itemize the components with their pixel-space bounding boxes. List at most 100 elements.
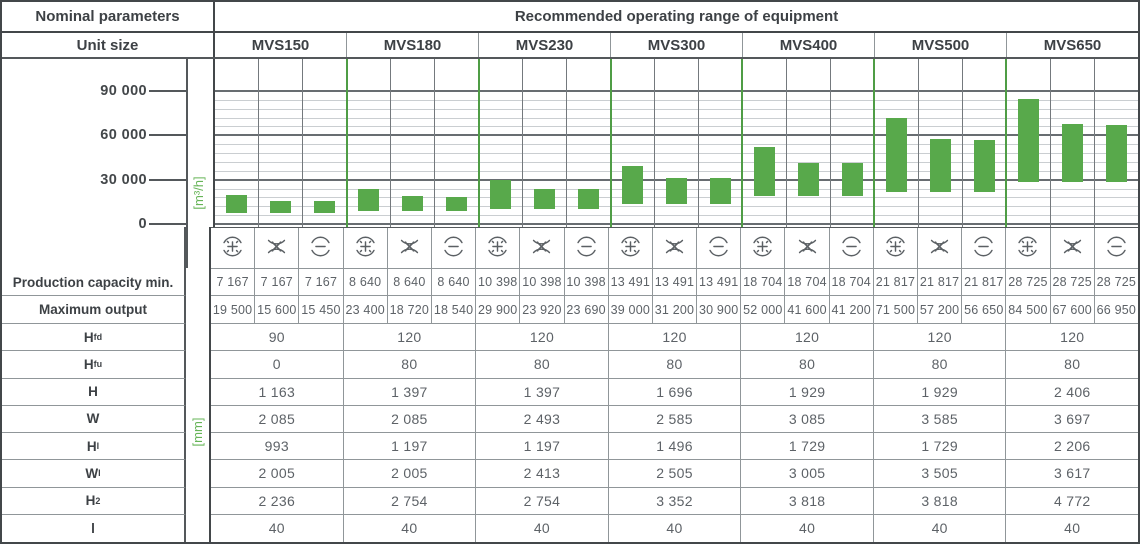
- dimension-cell: 2 005: [258, 465, 296, 482]
- range-bar-mvs650-supply-plus: [1017, 99, 1039, 182]
- dimension-cell: 3 697: [1005, 405, 1138, 432]
- dimension-cell: 3 585: [872, 405, 1006, 432]
- production-capacity-value: 28 725: [1049, 269, 1094, 295]
- unit-header-mvs180: MVS180: [346, 33, 478, 57]
- unit-header-mvs500: MVS500: [874, 33, 1006, 57]
- maximum-output-value: 71 500: [872, 296, 917, 323]
- range-bar-mvs500-extract-minus: [973, 140, 995, 192]
- group-separator-line: [873, 59, 876, 227]
- dimension-cell: 2 236: [258, 492, 296, 509]
- dimension-cell: 40: [740, 514, 873, 542]
- y-tick-line: [149, 134, 186, 137]
- dimension-cell: 3 818: [740, 487, 873, 514]
- production-capacity-value: 8 640: [430, 269, 475, 295]
- subcolumn-line: [302, 59, 304, 227]
- gridline-minor: [215, 126, 1138, 128]
- dimension-cell: 4 772: [1005, 487, 1138, 514]
- maximum-output-value: 23 690: [563, 296, 608, 323]
- maximum-output-value: 41 200: [828, 296, 873, 323]
- maximum-output-value: 29 900: [475, 296, 519, 323]
- operating-range-header: Recommended operating range of equipment: [514, 8, 839, 25]
- maximum-output-value: 84 500: [1005, 296, 1049, 323]
- plus-circle-icon: [485, 234, 510, 262]
- mode-cell-mvs180-mixed-cross: [386, 228, 431, 268]
- range-bar-mvs400-mixed-cross: [797, 162, 819, 197]
- y-tick-label: 0: [138, 216, 147, 232]
- dimension-cell: 1 496: [607, 433, 741, 460]
- production-capacity-value: 21 817: [961, 269, 1005, 295]
- range-bar-mvs500-mixed-cross: [929, 139, 951, 192]
- maximum-output-value: 52 000: [740, 296, 784, 323]
- range-bar-mvs180-supply-plus: [358, 189, 380, 212]
- dimension-cell: 1 163: [258, 383, 296, 400]
- maximum-output-value: 31 200: [651, 296, 696, 323]
- dimension-cell: 120: [740, 324, 873, 351]
- mode-icons-row: [2, 227, 1138, 269]
- minus-circle-icon: [706, 234, 731, 262]
- production-capacity-value: 10 398: [563, 269, 608, 295]
- subcolumn-line: [258, 59, 260, 227]
- maximum-output-cells: 19 500 15 600 15 450 23 400 18 720 18 540 29 9…: [211, 296, 1138, 324]
- mode-cell-mvs230-extract-minus: [563, 228, 608, 268]
- mode-cell-mvs400-supply-plus: [740, 228, 784, 268]
- maximum-output-value: 66 950: [1093, 296, 1138, 323]
- mode-cell-mvs180-extract-minus: [430, 228, 475, 268]
- range-bar-mvs150-extract-minus: [314, 201, 336, 214]
- mode-cell-mvs650-mixed-cross: [1049, 228, 1094, 268]
- subcolumn-line: [1093, 59, 1095, 227]
- cross-arrows-icon: [529, 234, 554, 262]
- maximum-output-value: 15 450: [298, 296, 342, 323]
- maximum-output-value: 19 500: [212, 302, 253, 317]
- unit-column-spacer: [186, 227, 211, 269]
- dimension-cell: 2 206: [1005, 433, 1138, 460]
- plus-circle-icon: [883, 234, 908, 262]
- dimension-row-l: l 40 40 40 40 40 40 40: [2, 514, 1138, 542]
- dimension-cell: 2 005: [342, 460, 476, 487]
- dimension-cell: 2 493: [475, 405, 608, 432]
- dimension-cell: 2 085: [258, 410, 296, 427]
- mode-cell-mvs400-extract-minus: [828, 228, 873, 268]
- header-row: Nominal parameters Recommended operating…: [2, 2, 1138, 33]
- plus-circle-icon: [750, 234, 775, 262]
- maximum-output-label: Maximum output: [2, 296, 186, 324]
- gridline-minor: [215, 170, 1138, 172]
- dimension-cell: 120: [1005, 324, 1138, 351]
- mode-icons-row-label: [2, 227, 186, 269]
- dimension-cell: 40: [607, 514, 741, 542]
- dimension-cell: 40: [268, 520, 285, 537]
- gridline-major: [215, 134, 1138, 137]
- dimension-cell: 1 929: [872, 378, 1006, 405]
- range-bar-mvs150-supply-plus: [226, 195, 248, 214]
- dimension-cell: 0: [272, 356, 281, 373]
- minus-circle-icon: [971, 234, 996, 262]
- group-separator-line: [741, 59, 744, 227]
- dimension-cell: 2 406: [1005, 378, 1138, 405]
- maximum-output-value: 18 540: [430, 296, 475, 323]
- y-axis-line: [186, 57, 188, 268]
- unit-size-row: Unit size MVS150 MVS180 MVS230 MVS300 MVS400…: [2, 33, 1138, 59]
- range-bar-mvs650-mixed-cross: [1061, 124, 1083, 182]
- mode-cell-mvs300-extract-minus: [696, 228, 740, 268]
- dimension-cell: 2 413: [475, 460, 608, 487]
- flow-unit-label: [m³/h]: [190, 176, 206, 210]
- cross-arrows-icon: [662, 234, 687, 262]
- dimension-cell: 1 696: [607, 378, 741, 405]
- cross-arrows-icon: [264, 234, 289, 262]
- plus-circle-icon: [353, 234, 378, 262]
- range-bar-mvs500-supply-plus: [885, 118, 907, 192]
- production-capacity-value: 10 398: [475, 269, 519, 295]
- y-axis: 90 000 60 000 30 000 0: [2, 59, 213, 232]
- gridline-zero: [215, 223, 1138, 225]
- dimension-cell: 2 754: [342, 487, 476, 514]
- production-capacity-value: 28 725: [1093, 269, 1138, 295]
- mode-cell-mvs500-supply-plus: [872, 228, 917, 268]
- unit-header-mvs150: MVS150: [251, 36, 310, 54]
- maximum-output-value: 18 720: [386, 296, 431, 323]
